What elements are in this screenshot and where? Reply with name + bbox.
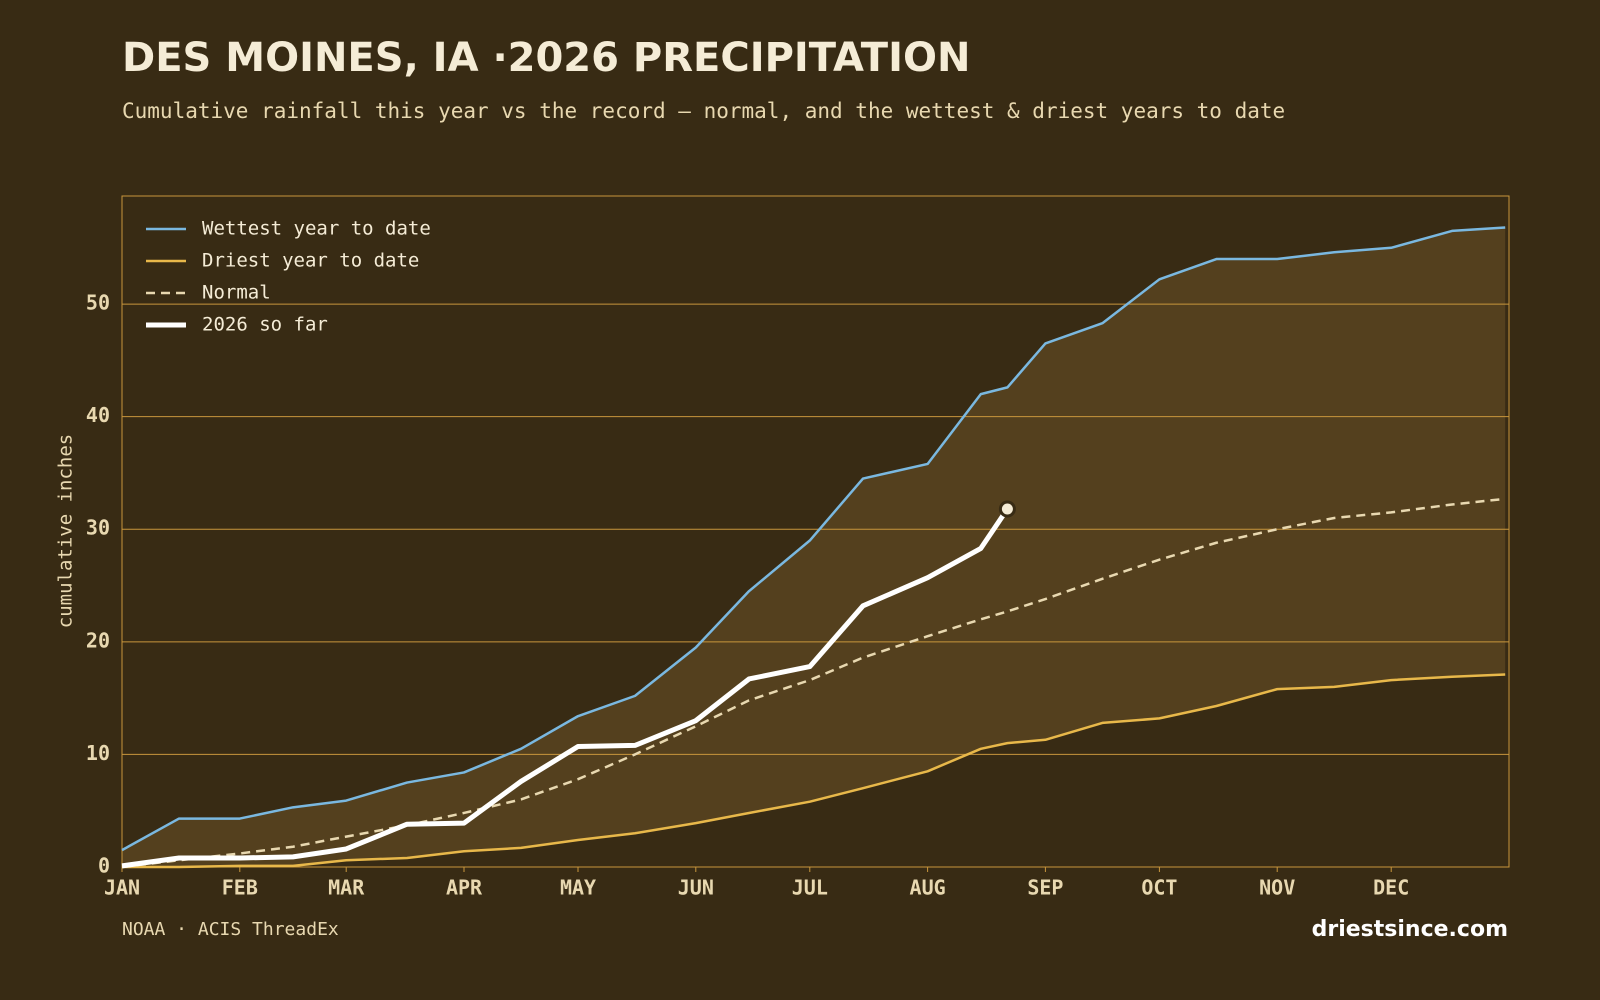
end-marker — [998, 500, 1016, 518]
x-tick-label: JUL — [792, 876, 828, 900]
legend-label: Normal — [202, 282, 271, 304]
x-tick-label: JUN — [678, 876, 714, 900]
series-line — [121, 226, 1506, 852]
chart-title: DES MOINES, IA ·2026 PRECIPITATION — [122, 35, 970, 81]
y-tick-label: 30 — [86, 516, 110, 540]
y-tick-label: 10 — [86, 741, 110, 765]
x-tick-label: SEP — [1027, 876, 1063, 900]
x-tick-label: OCT — [1141, 876, 1177, 900]
y-tick-label: 40 — [86, 403, 110, 427]
x-tick-label: NOV — [1259, 876, 1295, 900]
site: driestsince.com — [1312, 917, 1508, 942]
source: NOAA · ACIS ThreadEx — [122, 919, 339, 940]
x-tick-label: MAR — [328, 876, 365, 900]
y-axis-label: cumulative inches — [55, 434, 77, 628]
legend-label: Wettest year to date — [202, 218, 431, 240]
series-line — [121, 507, 1010, 869]
plot-frame — [121, 195, 1510, 868]
y-tick-label: 50 — [86, 291, 110, 315]
series-line — [122, 673, 1506, 869]
x-tick-label: MAY — [560, 876, 596, 900]
y-tick-label: 0 — [98, 854, 110, 878]
chart-subtitle: Cumulative rainfall this year vs the rec… — [122, 99, 1285, 123]
legend-label: Driest year to date — [202, 250, 419, 272]
x-tick-label: DEC — [1373, 876, 1409, 900]
legend-label: 2026 so far — [202, 314, 328, 336]
x-tick-label: AUG — [910, 876, 946, 900]
y-tick-label: 20 — [86, 628, 110, 652]
range-band — [122, 227, 1506, 867]
x-tick-label: JAN — [104, 876, 140, 900]
x-tick-label: APR — [446, 876, 483, 900]
x-tick-label: FEB — [222, 876, 258, 900]
